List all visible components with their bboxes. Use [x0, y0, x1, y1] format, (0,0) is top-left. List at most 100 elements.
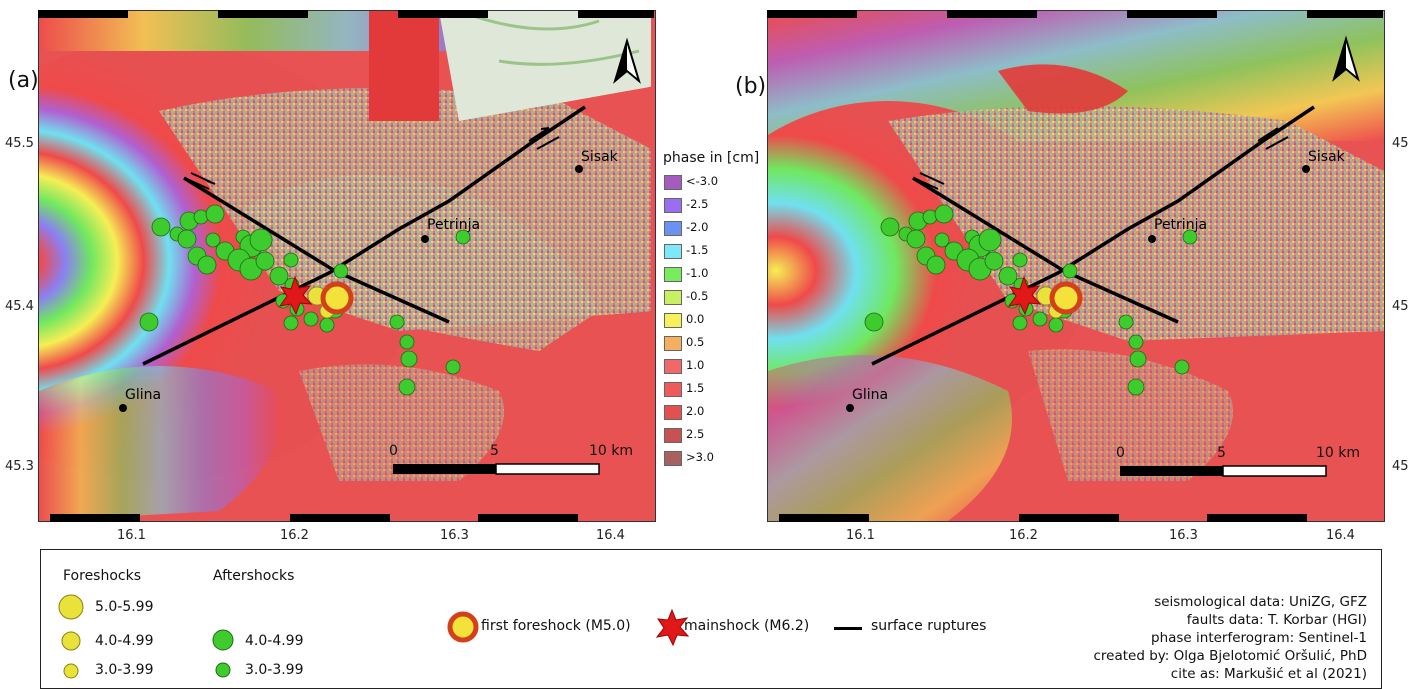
slip-arrows-ne — [1257, 127, 1289, 150]
slip-arrows-nw — [915, 172, 945, 190]
first-foreshock-b — [1049, 281, 1083, 315]
aftershock-symbols — [212, 629, 234, 678]
town-dot-sisak — [575, 165, 583, 173]
first-foreshock-label: first foreshock (M5.0) — [481, 618, 631, 634]
phase-label: 1.0 — [686, 358, 705, 372]
phase-label: -0.5 — [686, 289, 709, 303]
phase-swatch — [664, 359, 682, 374]
foreshock-symbols — [58, 594, 84, 679]
panel-b-xtick-1: 16.1 — [846, 528, 875, 543]
phase-label: 1.5 — [686, 381, 705, 395]
panel-b-xtick-2: 16.2 — [1009, 528, 1038, 543]
panel-b-ytick-1: 45 — [1392, 136, 1409, 151]
panel-a-xtick-2: 16.2 — [280, 528, 309, 543]
slip-arrows-ne — [528, 127, 560, 150]
first-foreshock-a — [320, 281, 354, 315]
north-arrow-icon — [613, 37, 641, 84]
panel-a-label: (a) — [8, 68, 39, 93]
map-legend: Foreshocks Aftershocks 5.0-5.99 4.0-4.99… — [40, 549, 1382, 689]
town-petrinja: Petrinja — [427, 217, 480, 233]
svg-text:0: 0 — [1116, 445, 1125, 461]
aftershock-3: 3.0-3.99 — [245, 662, 304, 678]
scale-bar-a: 0 5 10 km — [389, 443, 633, 475]
surface-rupture-line-icon — [834, 627, 862, 630]
credit-seismological: seismological data: UniZG, GFZ — [1154, 594, 1367, 610]
slip-arrows-nw — [186, 172, 216, 190]
foreshock-3: 3.0-3.99 — [95, 662, 154, 678]
phase-swatch — [664, 267, 682, 282]
svg-text:5: 5 — [490, 443, 499, 459]
aftershocks-title: Aftershocks — [213, 568, 295, 584]
mainshock-a — [278, 275, 313, 316]
town-dot-sisak — [1302, 165, 1310, 173]
phase-legend: phase in [cm] <-3.0 -2.5 -2.0 -1.5 -1.0 -0.5 0… — [660, 150, 770, 480]
credit-interferogram: phase interferogram: Sentinel-1 — [1151, 630, 1367, 646]
phase-swatch — [664, 175, 682, 190]
town-petrinja: Petrinja — [1154, 217, 1207, 233]
phase-swatch — [664, 290, 682, 305]
surface-ruptures-label: surface ruptures — [871, 618, 987, 634]
phase-label: -2.0 — [686, 220, 709, 234]
town-dot-petrinja — [421, 235, 429, 243]
phase-label: 2.0 — [686, 404, 705, 418]
panel-b-xtick-4: 16.4 — [1326, 528, 1355, 543]
town-sisak: Sisak — [581, 149, 619, 165]
phase-label: 2.5 — [686, 427, 705, 441]
town-dot-petrinja — [1148, 235, 1156, 243]
foreshock-5: 5.0-5.99 — [95, 599, 154, 615]
phase-swatch — [664, 451, 682, 466]
panel-b-top-ticks — [767, 10, 1383, 18]
interferogram-a: Sisak Petrinja Glina 0 5 10 km — [39, 11, 655, 521]
phase-label: <-3.0 — [686, 174, 719, 188]
credit-cite: cite as: Markušić et al (2021) — [1170, 666, 1367, 682]
panel-a-top-ticks — [38, 10, 654, 18]
phase-swatch — [664, 382, 682, 397]
foreshock-4: 4.0-4.99 — [95, 633, 154, 649]
panel-b-ytick-3: 45 — [1392, 459, 1409, 474]
town-sisak: Sisak — [1308, 149, 1346, 165]
phase-label: 0.5 — [686, 335, 705, 349]
credit-created-by: created by: Olga Bjelotomić Oršulić, PhD — [1093, 648, 1367, 664]
town-glina: Glina — [852, 387, 888, 403]
phase-label: >3.0 — [686, 450, 714, 464]
phase-label: -2.5 — [686, 197, 709, 211]
scale-bar-b: 0 5 10 km — [1116, 445, 1360, 477]
phase-swatch — [664, 313, 682, 328]
panel-a-xtick-3: 16.3 — [440, 528, 469, 543]
phase-swatch — [664, 244, 682, 259]
panel-a-bottom-ticks — [38, 514, 654, 522]
svg-text:0: 0 — [389, 443, 398, 459]
svg-text:5: 5 — [1217, 445, 1226, 461]
phase-swatch — [664, 198, 682, 213]
panel-a-xtick-4: 16.4 — [596, 528, 625, 543]
north-arrow-icon — [1332, 35, 1360, 82]
phase-label: 0.0 — [686, 312, 705, 326]
first-foreshock-icon — [447, 611, 479, 643]
town-dot-glina — [119, 404, 127, 412]
svg-text:10 km: 10 km — [589, 443, 633, 459]
panel-b-map[interactable]: Sisak Petrinja Glina 0 5 10 km — [767, 10, 1385, 522]
panel-a-map[interactable]: Sisak Petrinja Glina 0 5 10 km — [38, 10, 656, 522]
panel-a-ytick-3: 45.3 — [5, 459, 34, 474]
panel-b-bottom-ticks — [767, 514, 1383, 522]
svg-text:10 km: 10 km — [1316, 445, 1360, 461]
interferogram-b: Sisak Petrinja Glina 0 5 10 km — [768, 11, 1384, 521]
panel-b-label: (b) — [735, 74, 767, 99]
phase-label: -1.5 — [686, 243, 709, 257]
foreshocks-title: Foreshocks — [63, 568, 142, 584]
phase-legend-title: phase in [cm] — [663, 150, 760, 166]
phase-label: -1.0 — [686, 266, 709, 280]
town-dot-glina — [846, 404, 854, 412]
mainshock-icon — [655, 608, 690, 646]
panel-a-ytick-2: 45.4 — [5, 299, 34, 314]
credit-faults: faults data: T. Korbar (HGI) — [1186, 612, 1367, 628]
town-glina: Glina — [125, 387, 161, 403]
panel-a-ytick-1: 45.5 — [5, 136, 34, 151]
phase-swatch — [664, 405, 682, 420]
panel-b-ytick-2: 45 — [1392, 299, 1409, 314]
mainshock-label: mainshock (M6.2) — [684, 618, 810, 634]
aftershock-4: 4.0-4.99 — [245, 633, 304, 649]
phase-swatch — [664, 428, 682, 443]
phase-swatch — [664, 221, 682, 236]
panel-b-xtick-3: 16.3 — [1169, 528, 1198, 543]
